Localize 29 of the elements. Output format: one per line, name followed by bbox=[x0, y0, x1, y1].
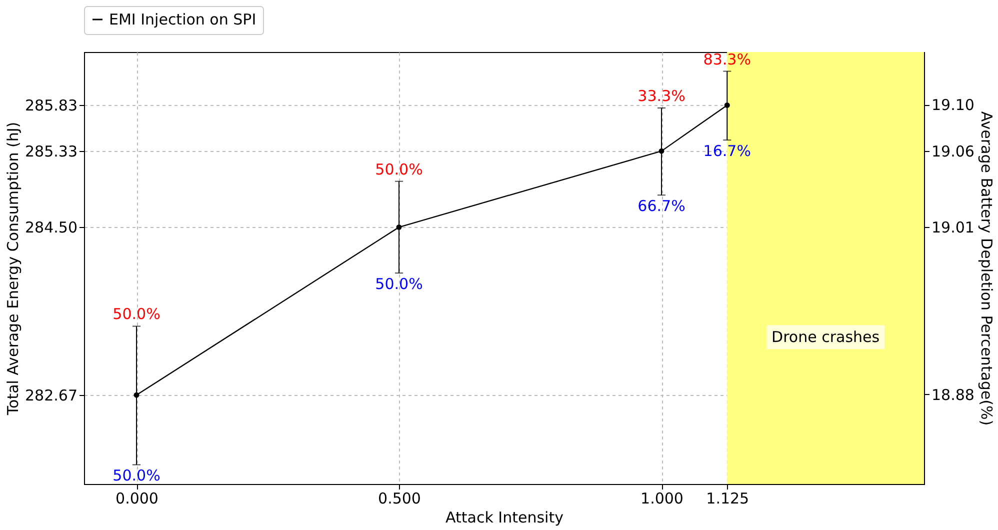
y-tick-label: 285.83 bbox=[25, 96, 78, 115]
band-label: Drone crashes bbox=[772, 328, 880, 346]
annotation: 66.7% bbox=[638, 197, 686, 216]
annotation: 50.0% bbox=[375, 275, 423, 294]
x-tick-label: 1.000 bbox=[640, 490, 684, 508]
y-tick-label: 285.33 bbox=[25, 142, 78, 161]
x-tick-label: 0.500 bbox=[378, 490, 421, 508]
y2-tick-label: 18.88 bbox=[932, 386, 974, 404]
x-axis-title: Attack Intensity bbox=[446, 508, 564, 526]
annotation: 33.3% bbox=[638, 86, 686, 105]
y2-tick-label: 19.10 bbox=[932, 96, 974, 114]
x-tick-label: 0.000 bbox=[116, 490, 158, 508]
x-tick-label: 1.125 bbox=[706, 490, 750, 508]
point bbox=[658, 148, 664, 154]
point bbox=[724, 102, 730, 108]
legend-label: EMI Injection on SPI bbox=[109, 10, 256, 28]
y-axis-title: Total Average Energy Consumption (hJ) bbox=[4, 122, 22, 416]
point bbox=[396, 224, 402, 230]
y2-tick-label: 19.01 bbox=[932, 218, 974, 237]
annotation: 50.0% bbox=[112, 305, 160, 324]
y-tick-label: 284.50 bbox=[25, 218, 78, 237]
y-tick-label: 282.67 bbox=[25, 386, 78, 405]
annotation: 50.0% bbox=[375, 160, 423, 178]
point bbox=[134, 392, 140, 398]
y2-axis-title: Average Battery Depletion Percentage(%) bbox=[977, 111, 996, 426]
annotation: 16.7% bbox=[703, 142, 751, 160]
annotation: 83.3% bbox=[703, 50, 751, 68]
annotation: 50.0% bbox=[112, 466, 160, 485]
y2-tick-label: 19.06 bbox=[932, 142, 974, 160]
